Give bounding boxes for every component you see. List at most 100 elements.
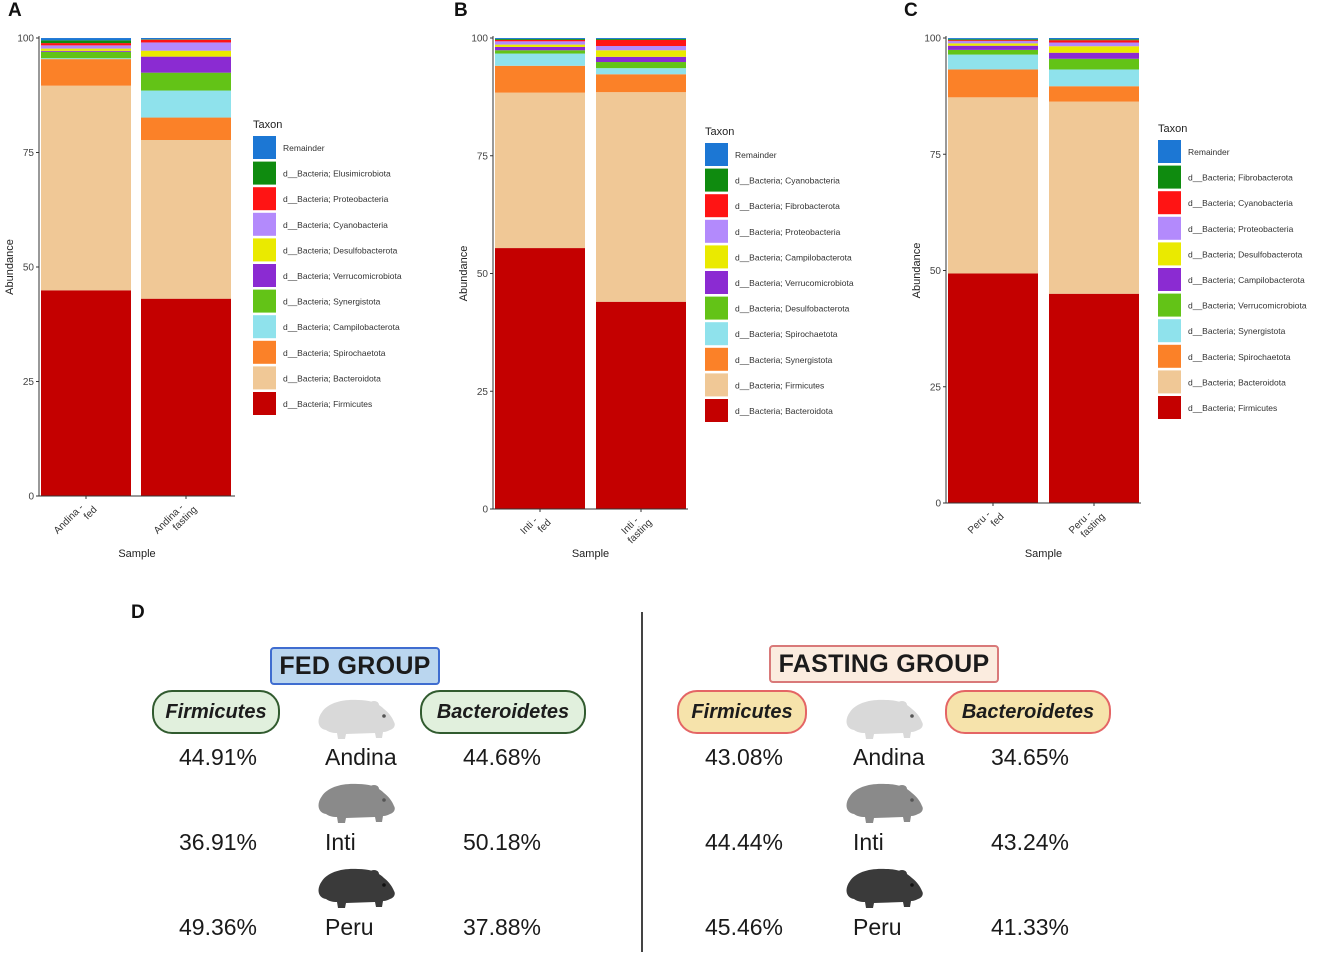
legend-swatch bbox=[1158, 242, 1181, 266]
bar-segment-b-1-6 bbox=[596, 50, 686, 57]
bar-segment-a-0-7 bbox=[41, 45, 131, 49]
bar-segment-a-0-9 bbox=[41, 40, 131, 44]
stacked-bar-charts: Andina -fed Andina -fasting 0 25 50 75 100 Abun… bbox=[4, 34, 1307, 561]
legend-label: d__Bacteria; Campilobacterota bbox=[735, 252, 852, 262]
bar-segment-a-1-6 bbox=[141, 50, 231, 57]
bar-segment-a-0-8 bbox=[41, 43, 131, 46]
legend-label: d__Bacteria; Synergistota bbox=[1188, 326, 1286, 336]
bar-segment-b-0-4 bbox=[495, 50, 585, 54]
legend-label: Remainder bbox=[735, 150, 777, 160]
legend-label: d__Bacteria; Synergistota bbox=[283, 297, 381, 307]
pig-body bbox=[846, 868, 923, 908]
bar-segment-c-1-1 bbox=[1049, 101, 1139, 294]
bar-segment-b-1-10 bbox=[596, 38, 686, 39]
bar-segment-c-0-8 bbox=[948, 40, 1038, 42]
legend-label: d__Bacteria; Fibrobacterota bbox=[735, 201, 840, 211]
fed-bacteroidetes-pill: Bacteroidetes bbox=[420, 690, 586, 734]
fed-andina-bacteroidetes: 44.68% bbox=[462, 744, 541, 770]
fed-peru-bacteroidetes: 37.88% bbox=[462, 914, 541, 940]
fed-inti-firmicutes: 36.91% bbox=[178, 829, 257, 855]
panel-label-b: B bbox=[454, 0, 468, 21]
legend-swatch bbox=[1158, 268, 1181, 291]
legend-label: d__Bacteria; Desulfobacterota bbox=[283, 245, 398, 255]
guinea-pig-peru-icon bbox=[846, 868, 923, 908]
bar-segment-b-0-2 bbox=[495, 65, 585, 93]
legend-label: d__Bacteria; Verrucomicrobiota bbox=[1188, 301, 1307, 311]
legend-swatch bbox=[1158, 140, 1181, 163]
bar-segment-b-1-3 bbox=[596, 68, 686, 75]
group-divider bbox=[641, 612, 643, 952]
legend-swatch bbox=[253, 264, 276, 287]
legend-swatch bbox=[1158, 293, 1181, 317]
legend-label: d__Bacteria; Proteobacteria bbox=[283, 194, 389, 204]
legend-label: d__Bacteria; Bacteroidota bbox=[1188, 377, 1286, 387]
pig-eye bbox=[382, 798, 386, 802]
x-tick-label-b-0: Inti -fed bbox=[519, 510, 554, 545]
fasting-inti-firmicutes: 44.44% bbox=[704, 829, 783, 855]
legend-label: d__Bacteria; Campilobacterota bbox=[1188, 275, 1305, 285]
bar-segment-a-1-3 bbox=[141, 90, 231, 118]
legend-label: d__Bacteria; Bacteroidota bbox=[283, 373, 381, 383]
bar-segment-c-0-5 bbox=[948, 45, 1038, 50]
x-tick-label-c-0: Peru -fed bbox=[966, 504, 1006, 544]
x-axis-label: Sample bbox=[1025, 548, 1062, 560]
bar-segment-a-0-5 bbox=[41, 50, 131, 52]
legend-swatch bbox=[253, 315, 276, 339]
legend-swatch bbox=[1158, 191, 1181, 215]
bar-segment-a-0-0 bbox=[41, 290, 131, 496]
y-tick-label: 0 bbox=[28, 492, 34, 503]
y-tick-label: 100 bbox=[924, 34, 941, 45]
pig-ear bbox=[369, 870, 379, 878]
legend-label: d__Bacteria; Bacteroidota bbox=[735, 406, 833, 416]
legend-swatch bbox=[1158, 319, 1181, 343]
legend-label: d__Bacteria; Proteobacteria bbox=[1188, 224, 1294, 234]
legend-label: d__Bacteria; Proteobacteria bbox=[735, 227, 841, 237]
x-tick-label-b-1: Inti -fasting bbox=[618, 510, 654, 546]
legend-swatch bbox=[705, 399, 728, 422]
fed-inti-bacteroidetes: 50.18% bbox=[462, 829, 541, 855]
fasting-firmicutes-pill: Firmicutes bbox=[677, 690, 807, 734]
y-tick-label: 50 bbox=[477, 269, 489, 280]
bar-segment-c-0-7 bbox=[948, 41, 1038, 44]
y-tick-label: 50 bbox=[23, 263, 35, 274]
bar-segment-c-0-6 bbox=[948, 43, 1038, 46]
bar-segment-a-0-3 bbox=[41, 58, 131, 60]
legend-swatch bbox=[253, 340, 276, 364]
pig-eye bbox=[910, 798, 914, 802]
pig-ear bbox=[369, 701, 379, 709]
fed-andina-strain: Andina bbox=[325, 744, 397, 770]
bar-segment-b-0-0 bbox=[495, 248, 585, 510]
y-tick-label: 25 bbox=[930, 382, 942, 393]
pig-ear bbox=[369, 785, 379, 793]
pig-body bbox=[846, 699, 923, 739]
legend-label: d__Bacteria; Synergistota bbox=[735, 355, 833, 365]
legend-label: Remainder bbox=[283, 143, 325, 153]
bar-segment-a-1-0 bbox=[141, 298, 231, 496]
pig-eye bbox=[382, 714, 386, 718]
fed-andina-firmicutes: 44.91% bbox=[178, 744, 257, 770]
legend-label: d__Bacteria; Fibrobacterota bbox=[1188, 173, 1293, 183]
bar-segment-b-0-7 bbox=[495, 41, 585, 45]
bar-segment-b-1-5 bbox=[596, 56, 686, 63]
pig-ear bbox=[897, 870, 907, 878]
bar-segment-b-0-10 bbox=[495, 38, 585, 39]
pig-body bbox=[846, 783, 923, 823]
y-axis-label: Abundance bbox=[911, 243, 923, 299]
legend-swatch bbox=[705, 347, 728, 371]
bar-segment-c-0-3 bbox=[948, 54, 1038, 70]
legend-label: d__Bacteria; Campilobacterota bbox=[283, 322, 400, 332]
pig-shape-fed-1 bbox=[318, 783, 395, 823]
x-axis-label: Sample bbox=[118, 548, 155, 560]
bar-segment-b-0-3 bbox=[495, 53, 585, 66]
fed-peru-strain: Peru bbox=[325, 914, 374, 940]
legend-label: d__Bacteria; Spirochaetota bbox=[1188, 352, 1291, 362]
fasting-andina-strain: Andina bbox=[853, 744, 925, 770]
guinea-pig-peru-icon bbox=[318, 868, 395, 908]
legend-swatch bbox=[1158, 396, 1181, 419]
legend-swatch bbox=[705, 168, 728, 192]
bar-segment-c-1-8 bbox=[1049, 40, 1139, 43]
chart-panel-b: Inti -fed Inti -fasting 0 25 50 75 100 Abundanc… bbox=[458, 34, 854, 561]
legend-label: d__Bacteria; Verrucomicrobiota bbox=[735, 278, 854, 288]
legend-title: Taxon bbox=[1158, 123, 1187, 135]
y-tick-label: 50 bbox=[930, 266, 942, 277]
